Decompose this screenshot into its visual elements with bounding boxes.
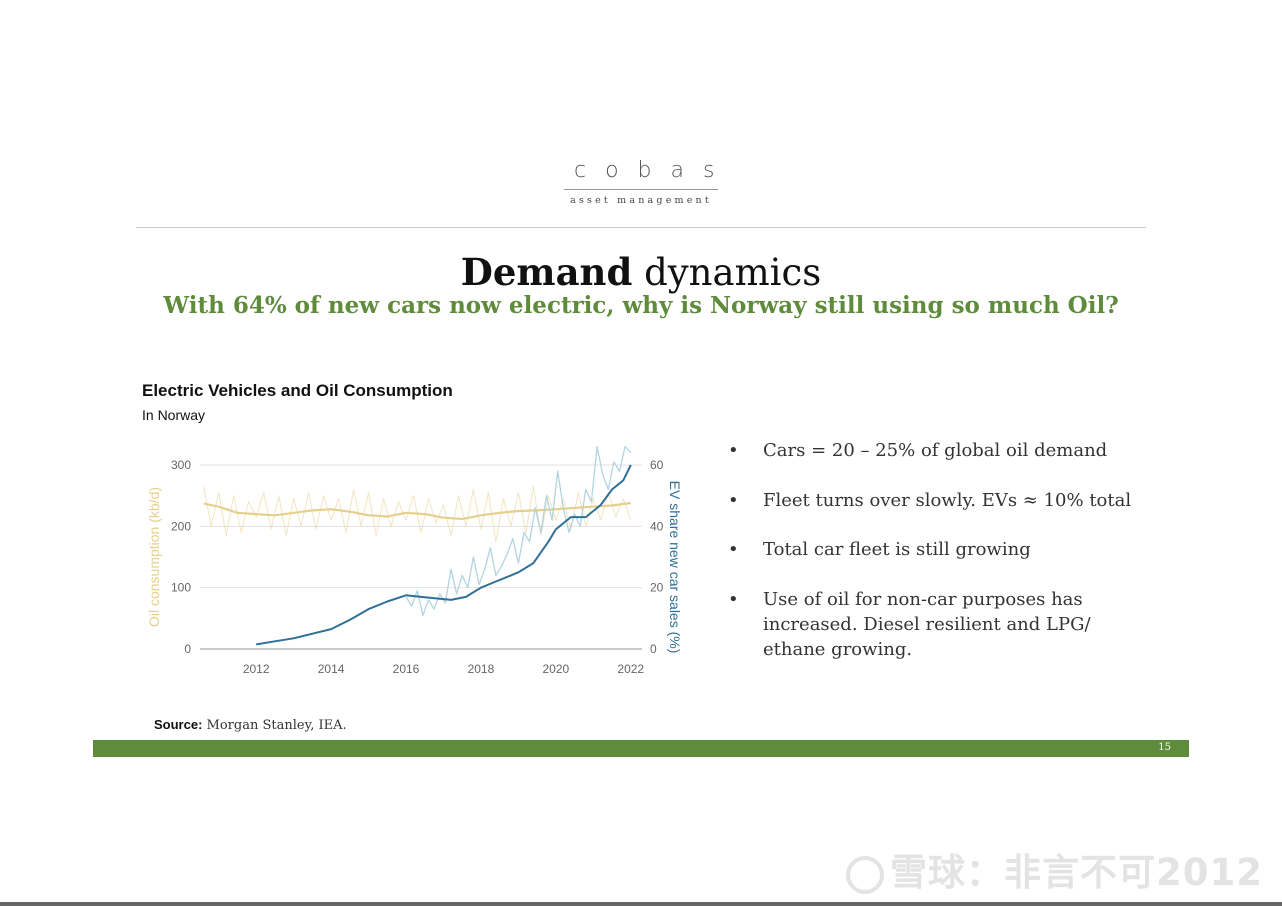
source-note: Source: Morgan Stanley, IEA. — [154, 717, 347, 733]
x-tick-label: 2018 — [468, 662, 495, 676]
logo-tagline: asset management — [570, 195, 712, 206]
bullet-list: • Cars = 20 – 25% of global oil demand • F… — [728, 438, 1158, 686]
slide-title-light: dynamics — [644, 251, 822, 294]
y-left-axis-label: Oil consumption (kb/d) — [146, 487, 162, 627]
source-text: Morgan Stanley, IEA. — [206, 718, 347, 733]
x-tick-label: 2020 — [542, 662, 569, 676]
bullet-marker: • — [728, 539, 739, 560]
x-tick-label: 2016 — [393, 662, 420, 676]
bottom-border — [0, 902, 1282, 906]
y-left-tick-label: 100 — [171, 581, 191, 595]
y-right-tick-label: 40 — [650, 519, 664, 533]
logo-wordmark: cobas — [574, 158, 734, 183]
bullet-text: Cars = 20 – 25% of global oil demand — [763, 440, 1108, 461]
slide-title-bold: Demand — [460, 250, 633, 294]
company-logo: cobas asset management — [560, 158, 722, 206]
x-tick-label: 2014 — [318, 662, 345, 676]
source-label: Source: — [154, 717, 203, 732]
logo-divider — [564, 189, 718, 190]
bullet-item: • Fleet turns over slowly. EVs ≈ 10% tota… — [728, 488, 1158, 513]
ev-monthly-line — [405, 445, 632, 616]
chart-subtitle: In Norway — [142, 407, 206, 423]
bullet-text: Total car fleet is still growing — [763, 539, 1031, 560]
bullet-item: • Cars = 20 – 25% of global oil demand — [728, 438, 1158, 463]
footer-bar: 15 — [93, 740, 1189, 757]
page-number: 15 — [1158, 742, 1171, 753]
y-right-tick-label: 60 — [650, 458, 664, 472]
header-divider — [136, 227, 1146, 228]
bullet-marker: • — [728, 489, 739, 511]
bullet-text: Fleet turns over slowly. EVs ≈ 10% total — [763, 489, 1132, 511]
chart-title: Electric Vehicles and Oil Consumption — [142, 381, 453, 400]
bullet-text: Use of oil for non-car purposes has incr… — [763, 588, 1091, 660]
slide-subtitle: With 64% of new cars now electric, why i… — [163, 292, 1119, 319]
slide-title: Demand dynamics — [0, 250, 1282, 295]
y-left-tick-label: 300 — [171, 458, 191, 472]
x-tick-label: 2022 — [617, 662, 644, 676]
bullet-item: • Total car fleet is still growing — [728, 537, 1158, 562]
x-tick-label: 2012 — [243, 662, 270, 676]
ev-trend-line — [256, 464, 632, 646]
y-left-tick-label: 200 — [171, 519, 191, 533]
watermark-logo-icon — [846, 855, 884, 894]
watermark-text: 雪球：非言不可2012 — [890, 851, 1263, 894]
oil-trend-line — [203, 501, 631, 521]
watermark: 雪球：非言不可2012 — [846, 842, 1263, 896]
ev-oil-chart: 0 100 200 300 0 20 40 60 2012 2014 2016 2018 2020 202… — [146, 445, 683, 676]
bullet-marker: • — [728, 588, 739, 610]
y-right-tick-label: 20 — [650, 581, 664, 595]
bullet-marker: • — [728, 440, 739, 461]
y-right-tick-label: 0 — [650, 642, 657, 656]
y-right-axis-label: EV share new car sales (%) — [667, 481, 683, 654]
bullet-item: • Use of oil for non-car purposes has inc… — [728, 587, 1158, 662]
y-left-tick-label: 0 — [184, 642, 191, 656]
